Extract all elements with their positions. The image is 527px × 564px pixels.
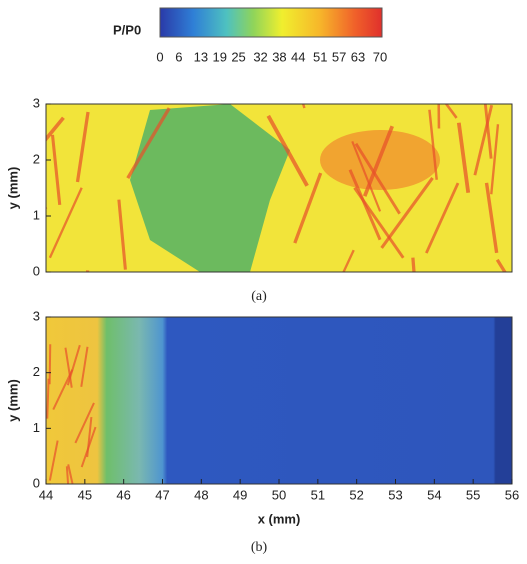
streak bbox=[64, 347, 73, 388]
colorbar-tick-label: 63 bbox=[351, 49, 365, 64]
colorbar-tick-label: 19 bbox=[212, 49, 226, 64]
streak bbox=[80, 346, 89, 387]
colorbar-tick-label: 44 bbox=[291, 49, 305, 64]
colorbar-label: P/P0 bbox=[113, 22, 141, 37]
x-tick-label: 52 bbox=[349, 487, 363, 502]
heatmap-a bbox=[46, 104, 512, 272]
x-axis-label: x (mm) bbox=[258, 511, 301, 526]
streak bbox=[456, 122, 471, 193]
streak bbox=[495, 258, 507, 272]
streak bbox=[266, 114, 309, 187]
colorbar-tick-label: 13 bbox=[194, 49, 208, 64]
streak bbox=[48, 344, 52, 385]
streak bbox=[46, 378, 50, 419]
streak bbox=[75, 111, 90, 183]
caption: (a) bbox=[251, 289, 267, 304]
y-tick-label: 2 bbox=[33, 364, 40, 379]
streak bbox=[473, 104, 494, 176]
streak bbox=[425, 182, 460, 254]
y-tick-label: 3 bbox=[33, 95, 40, 110]
colorbar-tick-label: 51 bbox=[313, 49, 327, 64]
plot-frame bbox=[45, 103, 513, 273]
colorbar-tick-label: 25 bbox=[231, 49, 245, 64]
streak bbox=[437, 104, 441, 129]
colorbar-tick-label: 32 bbox=[253, 49, 267, 64]
colorbar-tick-label: 70 bbox=[373, 49, 387, 64]
heatmap-b bbox=[46, 317, 512, 484]
streak bbox=[354, 142, 401, 215]
x-tick-label: 44 bbox=[39, 487, 53, 502]
streak bbox=[48, 440, 59, 481]
colorbar-tick-label: 57 bbox=[332, 49, 346, 64]
y-tick-label: 3 bbox=[33, 308, 40, 323]
caption: (b) bbox=[251, 540, 268, 555]
streak bbox=[293, 172, 323, 244]
x-tick-label: 53 bbox=[388, 487, 402, 502]
x-tick-label: 46 bbox=[116, 487, 130, 502]
x-tick-label: 54 bbox=[427, 487, 441, 502]
colorbar bbox=[159, 7, 383, 38]
y-tick-label: 2 bbox=[33, 151, 40, 166]
x-tick-label: 47 bbox=[155, 487, 169, 502]
y-axis-label: y (mm) bbox=[5, 167, 20, 210]
y-tick-label: 0 bbox=[33, 475, 40, 490]
streak bbox=[48, 187, 83, 259]
streak bbox=[126, 107, 171, 179]
colorbar-tick-label: 0 bbox=[156, 49, 163, 64]
streak bbox=[490, 124, 500, 195]
x-tick-label: 51 bbox=[311, 487, 325, 502]
x-tick-label: 56 bbox=[505, 487, 519, 502]
x-tick-label: 50 bbox=[272, 487, 286, 502]
colorbar-tick-label: 38 bbox=[272, 49, 286, 64]
y-tick-label: 0 bbox=[33, 263, 40, 278]
streak bbox=[348, 169, 382, 241]
colorbar-tick-label: 6 bbox=[175, 49, 182, 64]
streak bbox=[67, 464, 74, 484]
streak bbox=[46, 116, 65, 142]
x-tick-label: 45 bbox=[78, 487, 92, 502]
x-tick-label: 49 bbox=[233, 487, 247, 502]
y-axis-label: y (mm) bbox=[5, 379, 20, 422]
streak bbox=[351, 140, 382, 212]
x-tick-label: 48 bbox=[194, 487, 208, 502]
y-tick-label: 1 bbox=[33, 420, 40, 435]
y-tick-label: 1 bbox=[33, 207, 40, 222]
streak bbox=[444, 104, 458, 119]
streak bbox=[50, 134, 62, 206]
x-tick-label: 55 bbox=[466, 487, 480, 502]
streak bbox=[86, 416, 93, 458]
streak bbox=[74, 402, 95, 444]
streak bbox=[342, 249, 355, 272]
streak bbox=[65, 466, 70, 484]
streak bbox=[411, 257, 416, 272]
streak bbox=[484, 182, 499, 254]
streak bbox=[117, 199, 127, 270]
streak bbox=[380, 177, 434, 249]
streak bbox=[428, 109, 438, 180]
